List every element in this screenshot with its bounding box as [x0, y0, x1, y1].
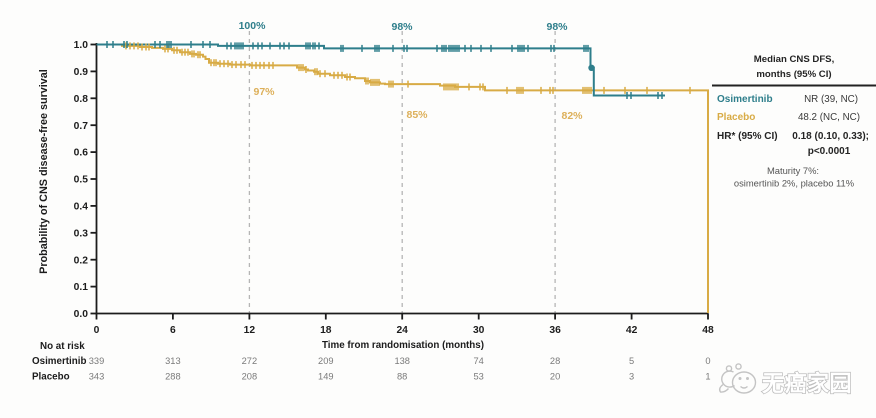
svg-text:Maturity 7%:: Maturity 7%: — [767, 165, 819, 176]
svg-text:74: 74 — [474, 356, 484, 366]
svg-text:149: 149 — [318, 372, 334, 382]
svg-text:98%: 98% — [391, 21, 413, 33]
svg-text:0.7: 0.7 — [74, 121, 89, 132]
svg-text:343: 343 — [89, 372, 105, 382]
svg-text:0.8: 0.8 — [74, 94, 89, 105]
svg-text:85%: 85% — [406, 109, 428, 121]
svg-text:0.2: 0.2 — [74, 255, 89, 266]
svg-text:313: 313 — [165, 356, 181, 366]
svg-text:0.18 (0.10, 0.33);: 0.18 (0.10, 0.33); — [792, 131, 869, 142]
svg-text:0.3: 0.3 — [74, 228, 89, 239]
svg-text:339: 339 — [89, 356, 105, 366]
svg-text:48.2 (NC, NC): 48.2 (NC, NC) — [798, 112, 860, 123]
svg-text:53: 53 — [474, 372, 484, 382]
svg-text:p<0.0001: p<0.0001 — [808, 146, 851, 157]
svg-text:0: 0 — [94, 325, 100, 336]
svg-text:100%: 100% — [239, 20, 267, 32]
svg-text:months (95% CI): months (95% CI) — [756, 69, 831, 80]
svg-text:HR* (95% CI): HR* (95% CI) — [717, 131, 778, 142]
svg-text:138: 138 — [394, 356, 410, 366]
svg-text:24: 24 — [396, 325, 408, 336]
svg-text:NR (39, NC): NR (39, NC) — [804, 94, 858, 105]
svg-text:Osimertinib: Osimertinib — [717, 94, 773, 105]
svg-text:Time from randomisation (month: Time from randomisation (months) — [322, 340, 484, 351]
svg-text:无癌家园: 无癌家园 — [762, 371, 852, 396]
svg-text:3: 3 — [629, 372, 634, 382]
svg-text:0: 0 — [705, 356, 710, 366]
svg-text:28: 28 — [550, 356, 560, 366]
svg-text:Placebo: Placebo — [717, 112, 755, 123]
svg-text:0.4: 0.4 — [74, 202, 89, 213]
svg-text:42: 42 — [626, 325, 638, 336]
svg-text:Median CNS DFS,: Median CNS DFS, — [754, 54, 835, 65]
svg-text:288: 288 — [165, 372, 181, 382]
svg-text:5: 5 — [629, 356, 634, 366]
svg-text:36: 36 — [549, 325, 561, 336]
svg-text:272: 272 — [242, 356, 258, 366]
svg-text:209: 209 — [318, 356, 334, 366]
svg-text:12: 12 — [244, 325, 256, 336]
svg-text:6: 6 — [170, 325, 176, 336]
svg-text:0.0: 0.0 — [74, 309, 89, 320]
svg-text:0.1: 0.1 — [74, 282, 89, 293]
svg-text:48: 48 — [702, 325, 714, 336]
svg-text:82%: 82% — [561, 110, 583, 122]
svg-text:Placebo: Placebo — [32, 372, 70, 383]
svg-text:0.6: 0.6 — [74, 148, 89, 159]
svg-text:0.9: 0.9 — [74, 67, 89, 78]
svg-text:0.5: 0.5 — [74, 175, 89, 186]
svg-text:1.0: 1.0 — [74, 40, 89, 51]
svg-text:osimertinib 2%, placebo 11%: osimertinib 2%, placebo 11% — [734, 178, 854, 189]
svg-text:18: 18 — [320, 325, 332, 336]
svg-text:Osimertinib: Osimertinib — [32, 356, 86, 367]
svg-text:1: 1 — [705, 372, 710, 382]
svg-text:88: 88 — [397, 372, 407, 382]
svg-text:208: 208 — [242, 372, 258, 382]
svg-text:20: 20 — [550, 372, 560, 382]
svg-text:98%: 98% — [546, 21, 568, 33]
svg-text:30: 30 — [473, 325, 485, 336]
svg-text:No at risk: No at risk — [40, 341, 85, 352]
svg-text:97%: 97% — [253, 86, 275, 98]
svg-text:Probability of CNS disease-fre: Probability of CNS disease-free survival — [38, 69, 50, 274]
